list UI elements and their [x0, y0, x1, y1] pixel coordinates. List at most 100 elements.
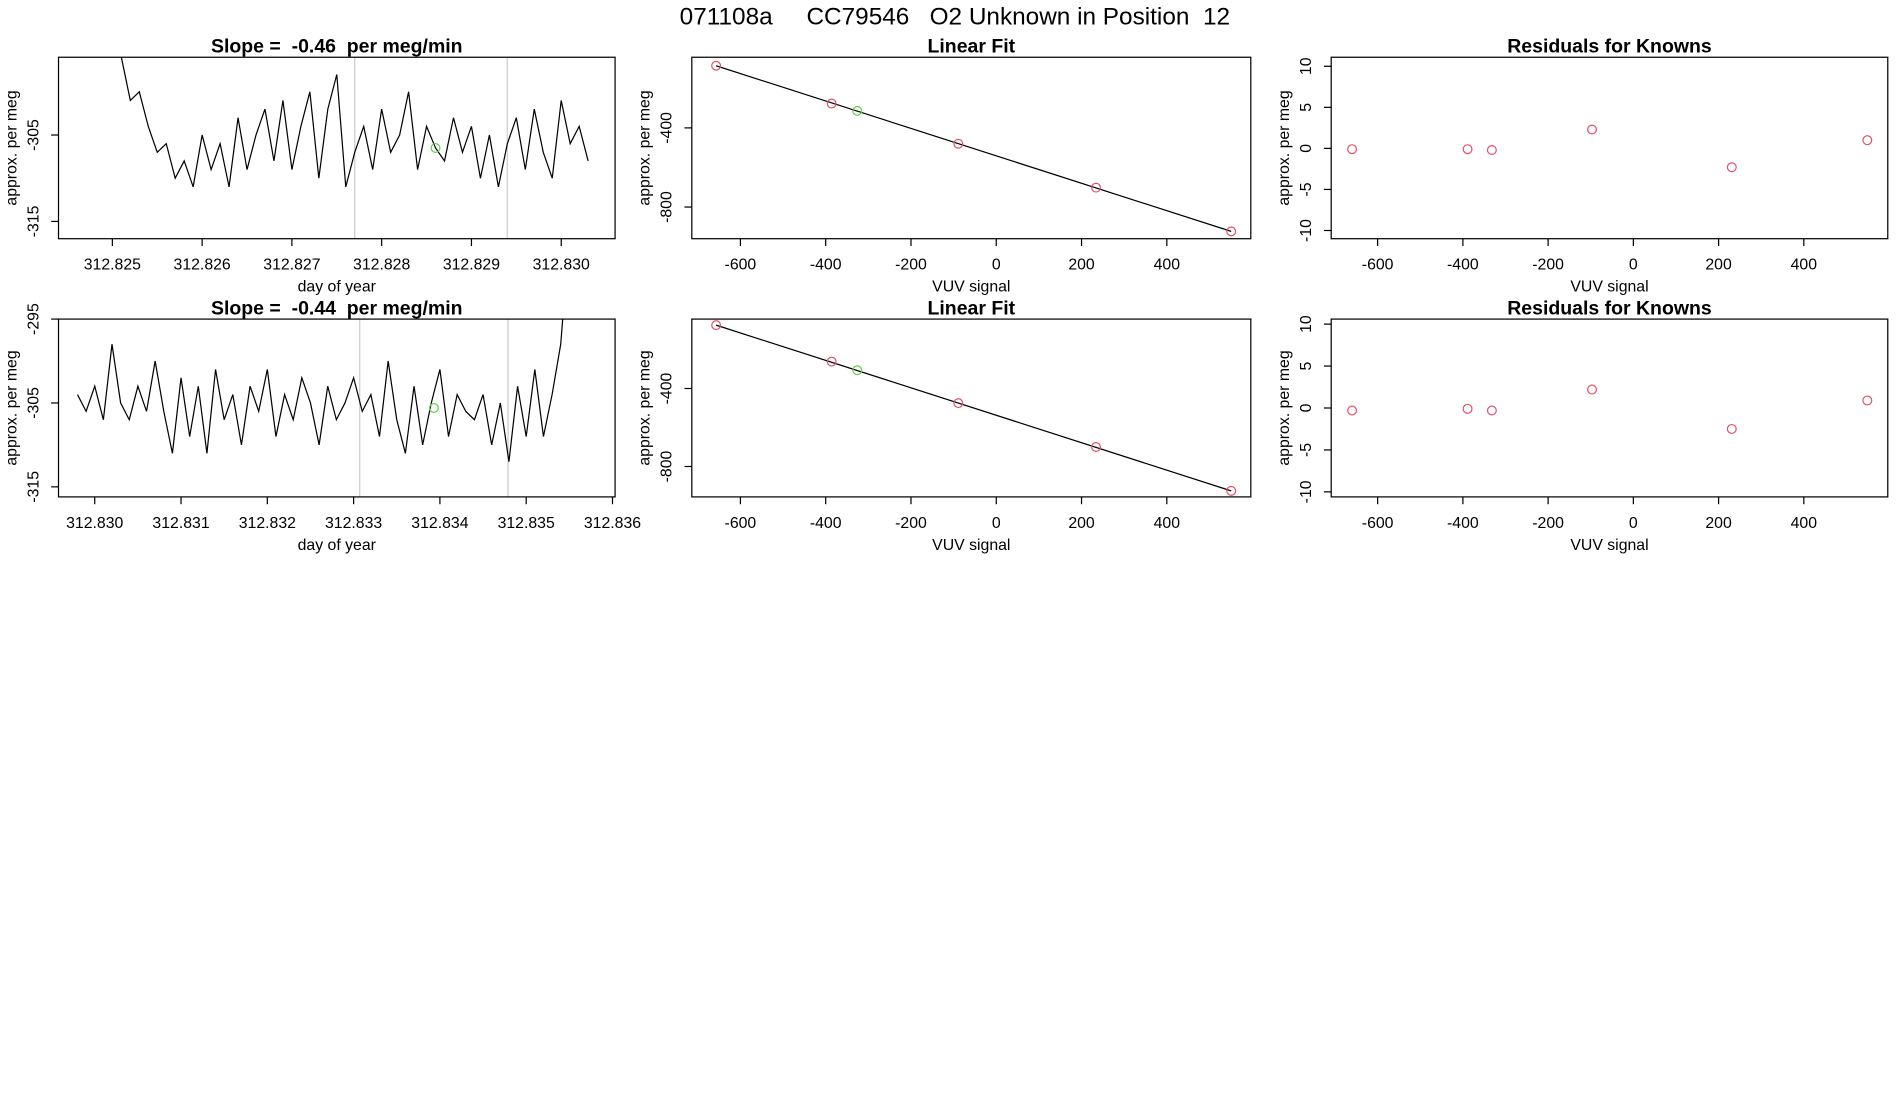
- data-point: [826, 356, 837, 367]
- data-point: [1226, 485, 1237, 496]
- x-axis-label: VUV signal: [1570, 279, 1648, 296]
- data-point: [1347, 144, 1358, 155]
- y-tick-label: 0: [1298, 403, 1315, 412]
- x-tick-label: 200: [1068, 257, 1095, 274]
- y-axis-label: approx. per meg: [637, 90, 654, 205]
- y-tick-label: -305: [25, 387, 42, 419]
- data-point: [1091, 441, 1102, 452]
- y-tick-label: -400: [659, 372, 676, 404]
- y-axis-label: approx. per meg: [3, 350, 20, 465]
- data-point: [1587, 384, 1598, 395]
- data-point: [1486, 145, 1497, 156]
- plot-area: [711, 60, 1237, 237]
- data-point: [1462, 403, 1473, 414]
- data-point: [1862, 135, 1873, 146]
- x-tick-label: -400: [1447, 257, 1479, 274]
- x-tick-label: 312.827: [263, 257, 320, 274]
- x-tick-label: -400: [810, 257, 842, 274]
- y-axis-label: approx. per meg: [1276, 90, 1293, 205]
- plot-area: [711, 320, 1237, 496]
- x-axis-label: day of year: [298, 537, 377, 554]
- y-axis-label: approx. per meg: [1276, 350, 1293, 465]
- data-point: [711, 60, 722, 71]
- y-tick-label: -315: [25, 205, 42, 237]
- x-tick-label: 0: [992, 515, 1001, 532]
- x-axis-label: VUV signal: [1570, 537, 1648, 554]
- y-tick-label: 10: [1298, 57, 1315, 75]
- x-tick-label: -400: [810, 515, 842, 532]
- y-tick-label: -305: [25, 119, 42, 151]
- x-tick-label: 200: [1705, 257, 1732, 274]
- series-line: [120, 57, 589, 188]
- data-point: [1726, 423, 1737, 434]
- data-point: [852, 105, 863, 116]
- x-axis-label: VUV signal: [932, 279, 1010, 296]
- x-tick-label: -400: [1447, 515, 1479, 532]
- data-point: [953, 138, 964, 149]
- plot-area: [1347, 384, 1873, 434]
- plot-frame: [691, 56, 1252, 240]
- plot-area: [120, 57, 589, 239]
- panel: Linear Fit VUV signal approx. per meg -600 -…: [637, 297, 1252, 554]
- data-point: [1347, 405, 1358, 416]
- x-tick-label: 400: [1154, 515, 1181, 532]
- panel-title: Linear Fit: [928, 297, 1016, 319]
- x-tick-label: 312.836: [584, 515, 641, 532]
- plot-frame: [57, 56, 616, 240]
- x-tick-label: -200: [895, 515, 927, 532]
- plot-frame: [1330, 56, 1889, 240]
- panel-title: Slope = -0.46 per meg/min: [211, 36, 463, 58]
- x-tick-label: 400: [1791, 257, 1818, 274]
- panel: Residuals for Knowns VUV signal approx. pe…: [1276, 36, 1889, 296]
- panel: Linear Fit VUV signal approx. per meg -600 -…: [637, 36, 1252, 296]
- panel-title: Slope = -0.44 per meg/min: [211, 297, 463, 319]
- x-tick-label: 312.825: [84, 257, 141, 274]
- x-tick-label: -600: [1362, 257, 1394, 274]
- panel-title: Residuals for Knowns: [1507, 297, 1712, 319]
- y-tick-label: 5: [1298, 103, 1315, 112]
- y-tick-label: -5: [1298, 182, 1315, 196]
- x-axis-label: VUV signal: [932, 537, 1010, 554]
- x-tick-label: 312.830: [533, 257, 590, 274]
- plot-frame: [691, 318, 1252, 498]
- panel: Residuals for Knowns VUV signal approx. pe…: [1276, 297, 1889, 554]
- x-tick-label: 400: [1154, 257, 1181, 274]
- data-point: [1091, 182, 1102, 193]
- x-tick-label: 0: [1629, 515, 1638, 532]
- x-tick-label: 312.835: [498, 515, 555, 532]
- y-tick-label: -315: [25, 471, 42, 503]
- x-tick-label: -200: [1532, 257, 1564, 274]
- data-point: [711, 320, 722, 331]
- y-tick-label: -10: [1298, 219, 1315, 242]
- plot-area: [1347, 124, 1873, 173]
- series-line: [715, 65, 1232, 232]
- data-point: [1862, 395, 1873, 406]
- plot-frame: [57, 318, 616, 498]
- figure-title: 071108a CC79546 O2 Unknown in Position 1…: [680, 4, 1230, 31]
- x-tick-label: 312.829: [443, 257, 500, 274]
- panel-title: Residuals for Knowns: [1507, 36, 1712, 58]
- y-tick-label: -295: [25, 303, 42, 335]
- y-tick-label: -400: [659, 112, 676, 144]
- y-tick-label: 10: [1298, 315, 1315, 333]
- x-tick-label: 0: [1629, 257, 1638, 274]
- x-tick-label: 312.828: [353, 257, 410, 274]
- x-tick-label: 312.833: [325, 515, 382, 532]
- x-tick-label: 312.830: [66, 515, 123, 532]
- y-tick-label: -5: [1298, 443, 1315, 457]
- x-tick-label: 312.826: [174, 257, 231, 274]
- x-tick-label: 312.834: [411, 515, 468, 532]
- data-point: [953, 398, 964, 409]
- data-point: [1486, 405, 1497, 416]
- y-tick-label: -10: [1298, 480, 1315, 503]
- panel: Slope = -0.46 per meg/min day of year appr…: [3, 36, 616, 296]
- series-line: [715, 324, 1232, 492]
- y-tick-label: 5: [1298, 361, 1315, 370]
- x-tick-label: -200: [1532, 515, 1564, 532]
- x-tick-label: 312.831: [152, 515, 209, 532]
- y-tick-label: 0: [1298, 144, 1315, 153]
- data-point: [1587, 124, 1598, 135]
